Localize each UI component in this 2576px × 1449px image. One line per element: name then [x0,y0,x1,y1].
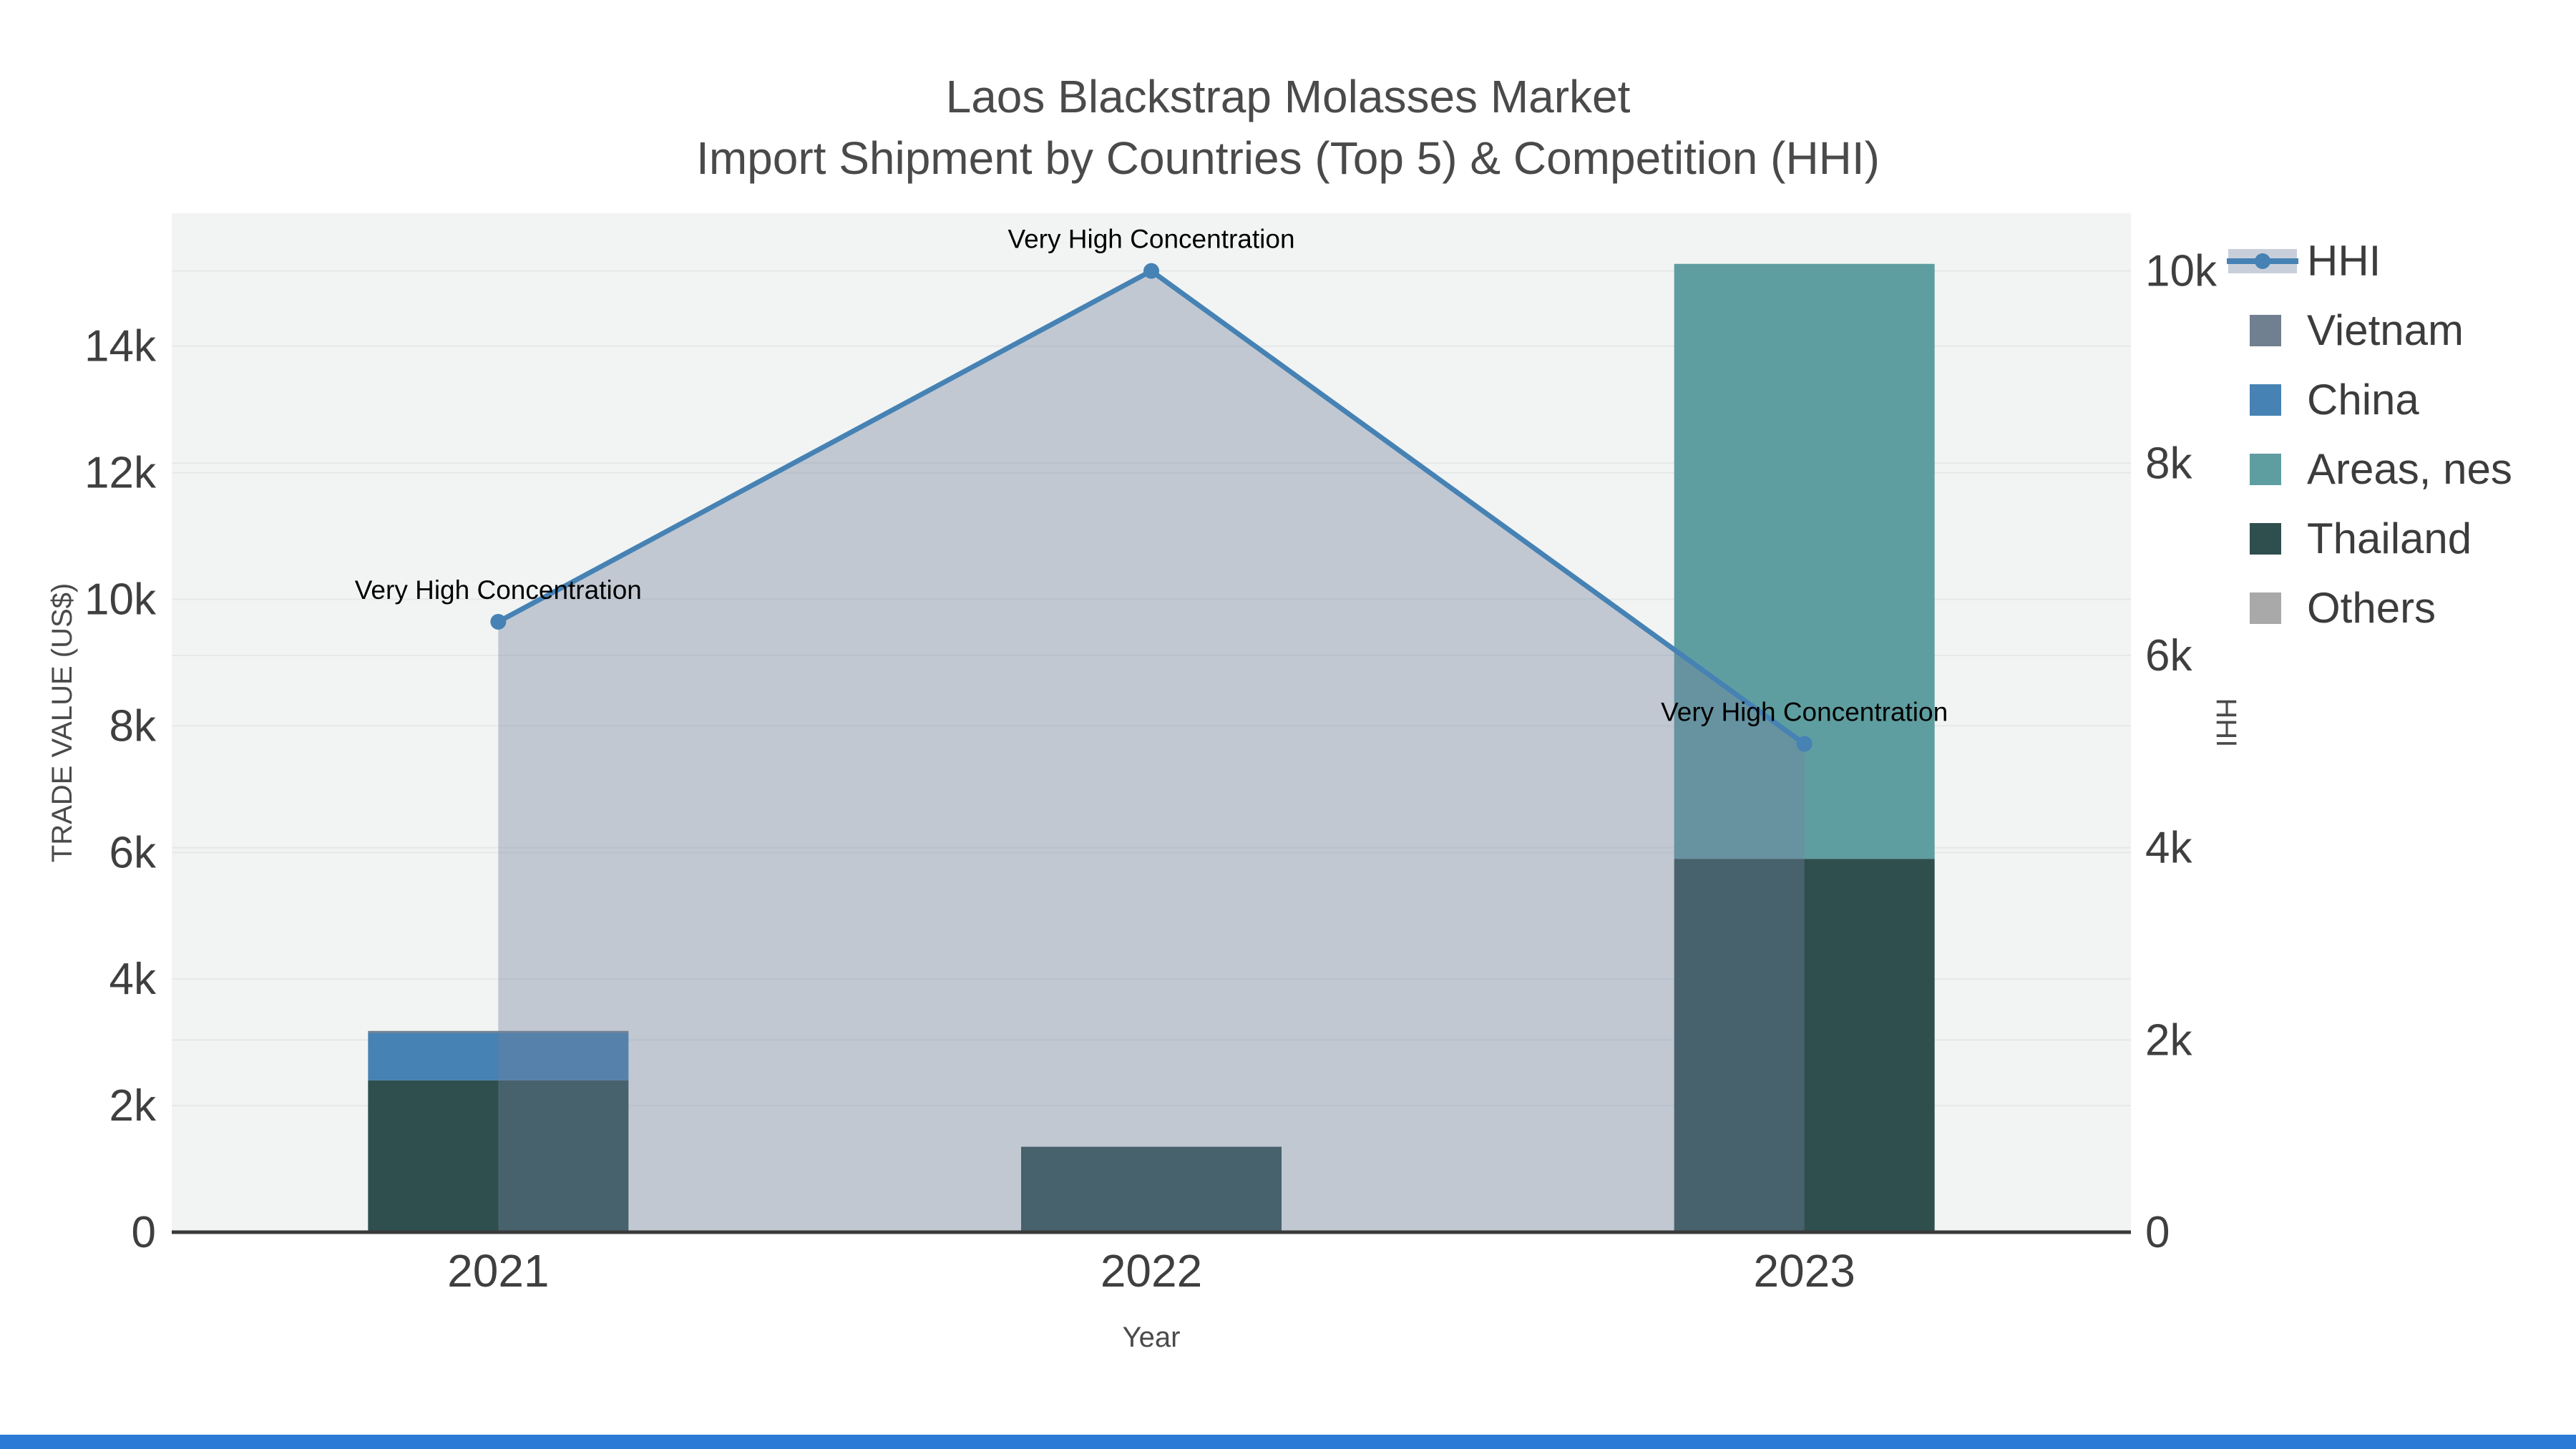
legend-label: Vietnam [2307,306,2464,354]
legend-item-areas-nes[interactable]: Areas, nes [2227,434,2512,504]
annotation-2023: Very High Concentration [1661,698,1948,727]
legend-swatch-icon [2227,587,2307,630]
y-left-tick-label: 14k [84,322,157,371]
chart-title-line2: Import Shipment by Countries (Top 5) & C… [696,132,1880,184]
swatch [2250,522,2281,555]
legend-item-vietnam[interactable]: Vietnam [2227,296,2512,365]
legend-label: Thailand [2307,514,2472,562]
hhi-dot [2255,253,2270,269]
legend-item-others[interactable]: Others [2227,573,2512,643]
legend-swatch-icon [2227,448,2307,491]
bar-segment-china-2021[interactable] [368,1033,629,1080]
x-tick-label-2021: 2021 [447,1245,549,1297]
y-right-axis-title: HHI [2210,698,2242,748]
bottom-taskbar-strip [0,1435,2576,1449]
y-right-tick-label: 10k [2145,247,2218,296]
legend-swatch-icon [2227,379,2307,421]
legend-item-thailand[interactable]: Thailand [2227,504,2512,573]
x-tick-label-2023: 2023 [1753,1245,1855,1297]
legend-label: HHI [2307,237,2381,285]
y-right-tick-label: 6k [2145,631,2192,680]
hhi-marker-2021[interactable] [490,613,507,630]
x-tick-label-2022: 2022 [1101,1245,1202,1297]
y-left-tick-label: 8k [109,701,157,751]
bar-segment-thailand-2023[interactable] [1674,859,1935,1232]
legend-swatch-icon [2227,517,2307,560]
chart-title: Laos Blackstrap Molasses Market Import S… [429,66,2147,189]
x-axis-title: Year [1123,1322,1181,1353]
legend-label: Areas, nes [2307,445,2512,493]
hhi-area-fill [498,270,1805,1232]
hhi-marker-2023[interactable] [1796,736,1813,752]
y-right-tick-label: 4k [2145,824,2192,873]
y-right-tick-label: 0 [2145,1208,2170,1257]
legend: HHI Vietnam China Areas, nes Thailand Others [2227,226,2512,643]
y-left-tick-label: 4k [109,955,157,1004]
bar-segment-vietnam-2021[interactable] [368,1030,629,1033]
bar-segment-areas-nes-2023[interactable] [1674,263,1935,859]
legend-label: Others [2307,584,2436,632]
annotation-2022: Very High Concentration [1008,225,1294,254]
y-left-axis-title: TRADE VALUE (US$) [47,583,78,862]
y-left-tick-label: 6k [109,828,157,877]
chart-title-line1: Laos Blackstrap Molasses Market [945,71,1631,122]
swatch [2250,314,2281,346]
hhi-line-legend-icon [2227,240,2307,283]
swatch [2250,384,2281,416]
y-left-tick-label: 12k [84,449,157,498]
legend-item-hhi[interactable]: HHI [2227,226,2512,296]
y-right-tick-label: 8k [2145,439,2192,488]
annotation-2021: Very High Concentration [355,575,642,605]
legend-label: China [2307,376,2419,424]
legend-item-china[interactable]: China [2227,365,2512,434]
legend-swatch-icon [2227,309,2307,352]
hhi-marker-2022[interactable] [1143,263,1159,279]
bar-segment-thailand-2022[interactable] [1021,1146,1282,1232]
y-left-tick-label: 2k [109,1081,157,1131]
bar-segment-thailand-2021[interactable] [368,1080,629,1232]
y-left-tick-label: 10k [84,575,157,625]
swatch [2250,592,2281,624]
y-left-tick-label: 0 [132,1208,156,1257]
y-right-tick-label: 2k [2145,1015,2192,1065]
swatch [2250,453,2281,485]
